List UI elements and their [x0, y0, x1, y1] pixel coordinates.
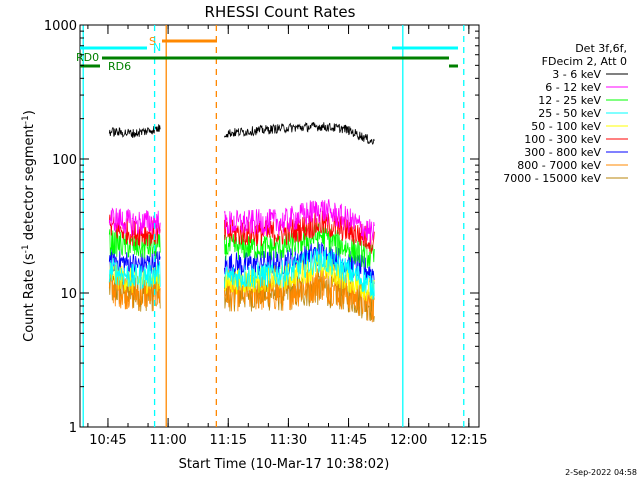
legend-label: 6 - 12 keV — [545, 81, 601, 94]
marker-rd6: RD6 — [108, 60, 131, 73]
x-tick-label: 12:00 — [390, 433, 427, 448]
series-25to50keV — [108, 245, 375, 300]
x-tick-label: 12:15 — [450, 433, 487, 448]
trace-segment — [224, 199, 375, 245]
marker-rd0: RD0 — [76, 51, 99, 64]
x-tick-label: 11:15 — [210, 433, 247, 448]
legend-header-1: Det 3f,6f, — [575, 42, 627, 55]
x-tick-label: 11:30 — [270, 433, 307, 448]
trace-segment — [108, 207, 161, 237]
legend-label: 7000 - 15000 keV — [503, 172, 601, 185]
legend-label: 12 - 25 keV — [538, 94, 601, 107]
series-6to12keV — [108, 199, 375, 245]
trace-segment — [224, 121, 375, 146]
legend-label: 3 - 6 keV — [552, 68, 601, 81]
y-axis-label: Count Rate (s-1 detector segment-1) — [21, 110, 37, 342]
legend-label: 50 - 100 keV — [531, 120, 601, 133]
status-bars-group: S N RD0 RD6 — [76, 35, 458, 73]
vertical-lines-group — [82, 25, 465, 427]
y-tick-label: 10 — [60, 287, 77, 302]
x-tick-label: 10:45 — [89, 433, 126, 448]
x-axis-label: Start Time (10-Mar-17 10:38:02) — [179, 457, 390, 472]
y-tick-label: 100 — [52, 153, 77, 168]
marker-n: N — [153, 41, 161, 54]
trace-segment — [108, 262, 161, 295]
legend-label: 25 - 50 keV — [538, 107, 601, 120]
legend-label: 300 - 800 keV — [524, 146, 601, 159]
legend-label: 800 - 7000 keV — [517, 159, 601, 172]
series-800to7000keV — [108, 268, 375, 323]
marker-s: S — [149, 35, 156, 48]
legend-label: 100 - 300 keV — [524, 133, 601, 146]
plot-frame — [79, 24, 480, 428]
y-tick-label: 1 — [69, 421, 77, 436]
trace-segment — [224, 245, 375, 300]
trace-segment — [224, 210, 375, 254]
trace-segment — [108, 257, 161, 290]
y-tick-label: 1000 — [44, 19, 77, 34]
x-tick-label: 11:45 — [330, 433, 367, 448]
legend-header-2: FDecim 2, Att 0 — [542, 55, 627, 68]
x-tick-label: 11:00 — [149, 433, 186, 448]
trace-segment — [108, 124, 161, 139]
series-3to6keV — [108, 121, 375, 146]
chart-title: RHESSI Count Rates — [205, 3, 356, 21]
footer-timestamp: 2-Sep-2022 04:58 — [565, 468, 637, 477]
axes-group: 10:45 11:00 11:15 11:30 11:45 12:00 12:15 1 10 10… — [44, 19, 488, 448]
traces-group — [108, 121, 375, 323]
trace-segment — [224, 268, 375, 323]
trace-segment — [108, 271, 161, 312]
